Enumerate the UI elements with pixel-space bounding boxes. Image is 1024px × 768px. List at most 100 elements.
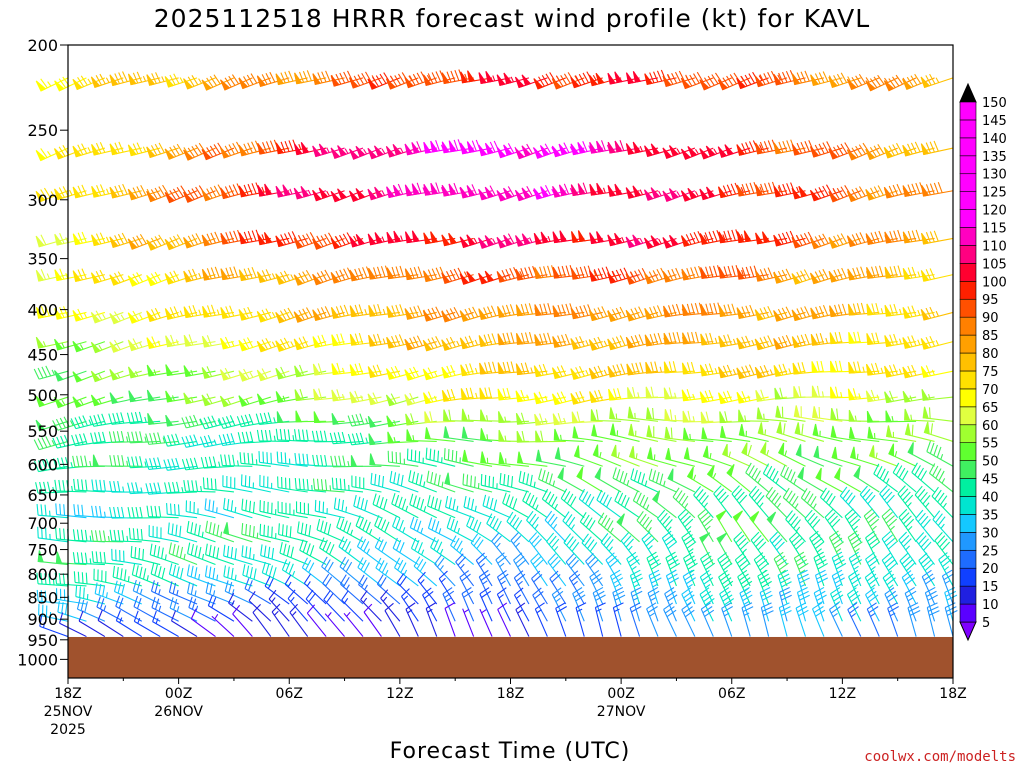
wind-barb [91,142,124,156]
barb-pennant [146,337,156,349]
barb-pennant [614,71,623,84]
barb-full-flag [206,477,209,490]
barb-pennant [607,234,617,247]
barb-full-flag [745,305,751,317]
barb-full-flag [801,362,806,374]
barb-pennant [219,369,230,381]
barb-pennant [349,305,358,318]
barb-full-flag [150,309,158,320]
barb-pennant [718,305,727,317]
barb-full-flag [192,304,198,316]
barb-full-flag [911,230,917,242]
barb-pennant [127,366,137,379]
barb-full-flag [925,232,931,243]
barb-full-flag [814,144,821,156]
wind-barb [109,232,142,249]
barb-full-flag [690,267,696,279]
wind-barb [109,311,142,325]
barb-full-flag [278,523,280,535]
wind-barb [811,360,843,373]
wind-barb [385,393,419,407]
barb-full-flag [169,307,176,318]
barb-full-flag [113,311,121,322]
barb-half-flag [157,340,161,347]
barb-full-flag [760,183,765,195]
barb-full-flag [889,334,894,346]
barb-full-flag [907,306,913,318]
barb-full-flag [825,184,833,195]
wind-barb [736,364,769,380]
barb-pennant [595,72,605,85]
barb-pennant [312,363,321,376]
barb-half-flag [917,309,921,316]
barb-full-flag [246,337,254,348]
barb-full-flag [520,332,525,344]
barb-full-flag [324,233,332,245]
barb-full-flag [668,332,673,344]
barb-full-flag [483,334,489,346]
barb-full-flag [465,387,470,400]
barb-full-flag [357,74,365,85]
barb-full-flag [741,267,747,279]
barb-full-flag [656,268,663,280]
barb-full-flag [142,548,145,561]
barb-full-flag [397,73,405,84]
barb-full-flag [154,271,162,282]
barb-half-flag [381,148,386,154]
barb-full-flag [836,234,844,245]
barb-full-flag [818,270,825,281]
barb-pennant [264,183,273,196]
wind-barb [699,186,732,201]
barb-full-flag [820,360,824,373]
barb-pennant [497,388,505,401]
barb-full-flag [705,266,710,278]
barb-full-flag [339,72,346,84]
barb-full-flag [299,364,305,376]
barb-full-flag [412,73,420,85]
barb-full-flag [556,76,564,87]
barb-full-flag [836,73,844,85]
barb-pennant [72,145,82,158]
barb-half-flag [161,76,165,82]
barb-pennant [183,365,192,377]
barb-full-flag [228,185,235,196]
barb-full-flag [372,392,379,404]
barb-full-flag [638,306,645,317]
barb-pennant [367,188,377,201]
wind-barb [810,333,843,346]
barb-full-flag [283,270,291,281]
barb-half-flag [492,75,496,82]
wind-barb [275,337,308,352]
barb-full-flag [520,304,526,316]
barb-pennant [570,267,579,280]
barb-half-flag [426,74,431,81]
barb-pennant [53,148,65,160]
barb-pennant [257,233,266,246]
barb-full-flag [176,143,184,154]
wind-barb [551,365,585,380]
barb-half-flag [676,191,681,197]
barb-pennant [625,273,636,285]
barb-full-flag [213,185,221,196]
barb-full-flag [911,305,917,317]
barb-full-flag [929,183,935,195]
barb-pennant [570,307,580,320]
wind-barb [423,182,456,196]
barb-full-flag [75,585,78,597]
barb-full-flag [763,141,769,152]
barb-half-flag [61,399,66,406]
barb-full-flag [539,333,544,345]
barb-pennant [411,230,420,243]
barb-full-flag [853,331,857,343]
wind-barb [791,306,825,322]
barb-pennant [699,233,709,245]
barb-pennant [687,187,698,200]
barb-pennant [596,140,605,153]
barb-full-flag [435,140,440,151]
barb-pennant [608,388,616,401]
barb-full-flag [726,364,733,376]
barb-full-flag [840,143,848,154]
wind-barb [404,305,437,320]
barb-half-flag [171,395,175,401]
barb-pennant [539,145,550,157]
